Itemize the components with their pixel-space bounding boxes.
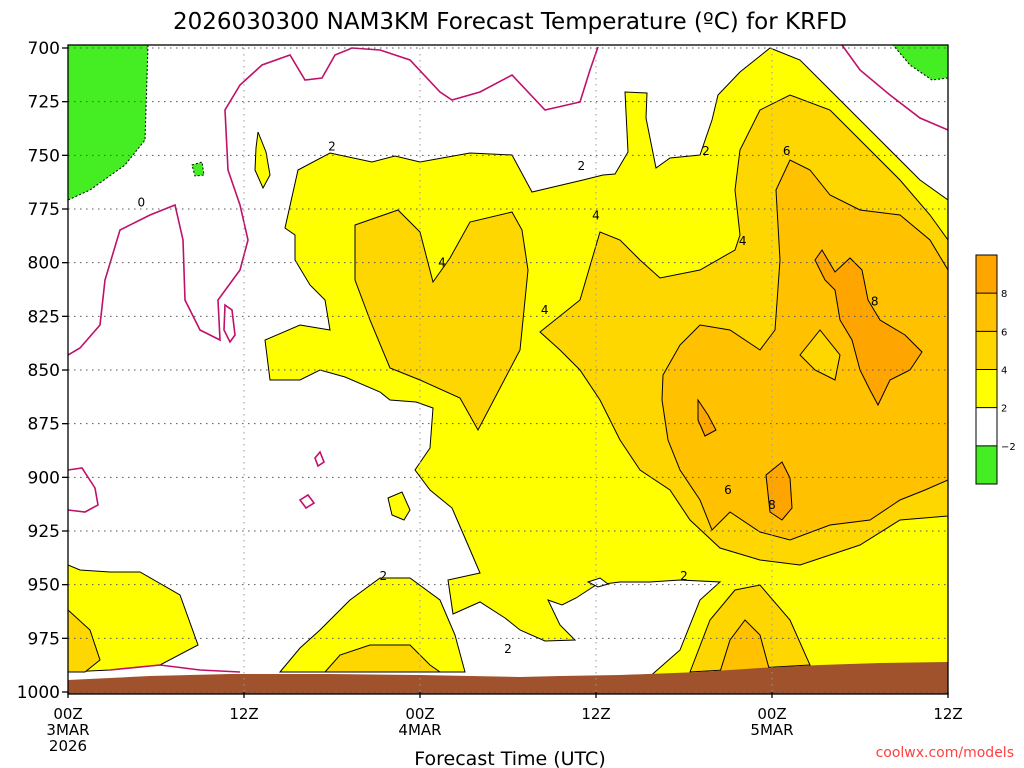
x-tick-day: 5MAR bbox=[750, 721, 793, 739]
y-tick-label: 950 bbox=[28, 576, 60, 596]
contour-0c-ring-2 bbox=[298, 493, 316, 510]
contour-label: 6 bbox=[724, 483, 732, 497]
x-tick-label: 12Z bbox=[933, 705, 962, 723]
contour-label: 0 bbox=[138, 196, 146, 210]
contour-label: 2 bbox=[504, 642, 512, 656]
x-tick-label: 00Z bbox=[53, 705, 82, 723]
contour-0c-bottom bbox=[109, 664, 241, 673]
x-tick-day: 3MAR bbox=[46, 721, 89, 739]
x-tick-year: 2026 bbox=[49, 737, 87, 755]
region-ge-2c-lowmid bbox=[278, 577, 466, 673]
y-tick-label: 975 bbox=[28, 629, 60, 649]
region-ge-4c-lowmid bbox=[323, 644, 442, 673]
contour-label: 2 bbox=[578, 159, 586, 173]
y-tick-label: 700 bbox=[28, 39, 60, 59]
x-tick-label: 12Z bbox=[581, 705, 610, 723]
colorbar-swatch bbox=[976, 445, 997, 484]
contour-0c-ring-1 bbox=[223, 303, 236, 344]
x-tick-label: 12Z bbox=[229, 705, 258, 723]
region-hole-6c bbox=[799, 329, 841, 381]
contour-label: 6 bbox=[783, 144, 791, 158]
y-tick-label: 900 bbox=[28, 468, 60, 488]
x-tick-label: 00Z bbox=[405, 705, 434, 723]
contour-label: 4 bbox=[541, 303, 549, 317]
region-ge-2c-blob-900 bbox=[387, 491, 411, 521]
x-tick-day: 4MAR bbox=[398, 721, 441, 739]
contour-label: 2 bbox=[328, 140, 336, 154]
chart-title: 2026030300 NAM3KM Forecast Temperature (… bbox=[173, 9, 847, 35]
y-tick-label: 825 bbox=[28, 307, 60, 327]
colorbar-swatch bbox=[976, 369, 997, 408]
contour-label: 4 bbox=[438, 256, 446, 270]
region-ge-2c-blob-755 bbox=[254, 131, 271, 190]
region-ge-8c-small bbox=[697, 398, 717, 437]
contour-label: 4 bbox=[592, 208, 600, 222]
ground-surface bbox=[68, 662, 948, 694]
contour-0c-main bbox=[68, 46, 599, 356]
y-tick-label: 775 bbox=[28, 200, 60, 220]
y-axis: 700 725 750 775 800 825 850 875 900 925 950 975 1000 bbox=[17, 39, 68, 703]
colorbar-swatch bbox=[976, 407, 997, 446]
contour-label: 4 bbox=[739, 234, 747, 248]
y-tick-label: 750 bbox=[28, 146, 60, 166]
colorbar-label: 2 bbox=[1001, 404, 1007, 415]
colorbar-swatch bbox=[976, 293, 997, 332]
grid-lines bbox=[68, 47, 948, 693]
region-ge-8c-upper bbox=[814, 249, 923, 407]
region-le-minus2c-topright bbox=[892, 45, 948, 81]
y-tick-label: 725 bbox=[28, 93, 60, 113]
region-le-minus2c-topleft bbox=[68, 45, 149, 201]
region-ge-2c-lowleft bbox=[68, 564, 199, 673]
contour-labels: 2 0 2 2 6 4 4 4 4 8 6 8 2 2 2 bbox=[138, 140, 879, 656]
contour-0c-topright bbox=[841, 45, 948, 131]
contour-label: 2 bbox=[702, 144, 710, 158]
colorbar-swatch bbox=[976, 331, 997, 370]
region-ge-4c-lowleft bbox=[68, 609, 101, 673]
plot-area bbox=[68, 45, 948, 694]
contour-label: 2 bbox=[380, 569, 388, 583]
y-tick-label: 925 bbox=[28, 522, 60, 542]
contour-0c-left bbox=[68, 467, 99, 513]
credit-link[interactable]: coolwx.com/models bbox=[876, 745, 1014, 761]
y-tick-label: 1000 bbox=[17, 683, 60, 703]
contour-label: 8 bbox=[871, 294, 879, 308]
colorbar-swatch bbox=[976, 255, 997, 294]
x-axis-label: Forecast Time (UTC) bbox=[414, 748, 605, 768]
y-tick-label: 800 bbox=[28, 254, 60, 274]
colorbar-label: 6 bbox=[1001, 327, 1007, 338]
contour-label: 8 bbox=[768, 498, 776, 512]
y-tick-label: 850 bbox=[28, 361, 60, 381]
region-le-minus2c-small bbox=[191, 161, 205, 177]
contour-0c-ring-3 bbox=[314, 450, 325, 468]
region-ge-4c bbox=[354, 209, 529, 432]
colorbar: 8 6 4 2 −2 bbox=[975, 254, 1016, 485]
colorbar-label: 4 bbox=[1001, 366, 1007, 377]
x-tick-label: 00Z bbox=[757, 705, 786, 723]
contour-label: 2 bbox=[680, 569, 688, 583]
colorbar-label: −2 bbox=[1001, 442, 1016, 453]
colorbar-label: 8 bbox=[1001, 289, 1007, 300]
y-tick-label: 875 bbox=[28, 415, 60, 435]
